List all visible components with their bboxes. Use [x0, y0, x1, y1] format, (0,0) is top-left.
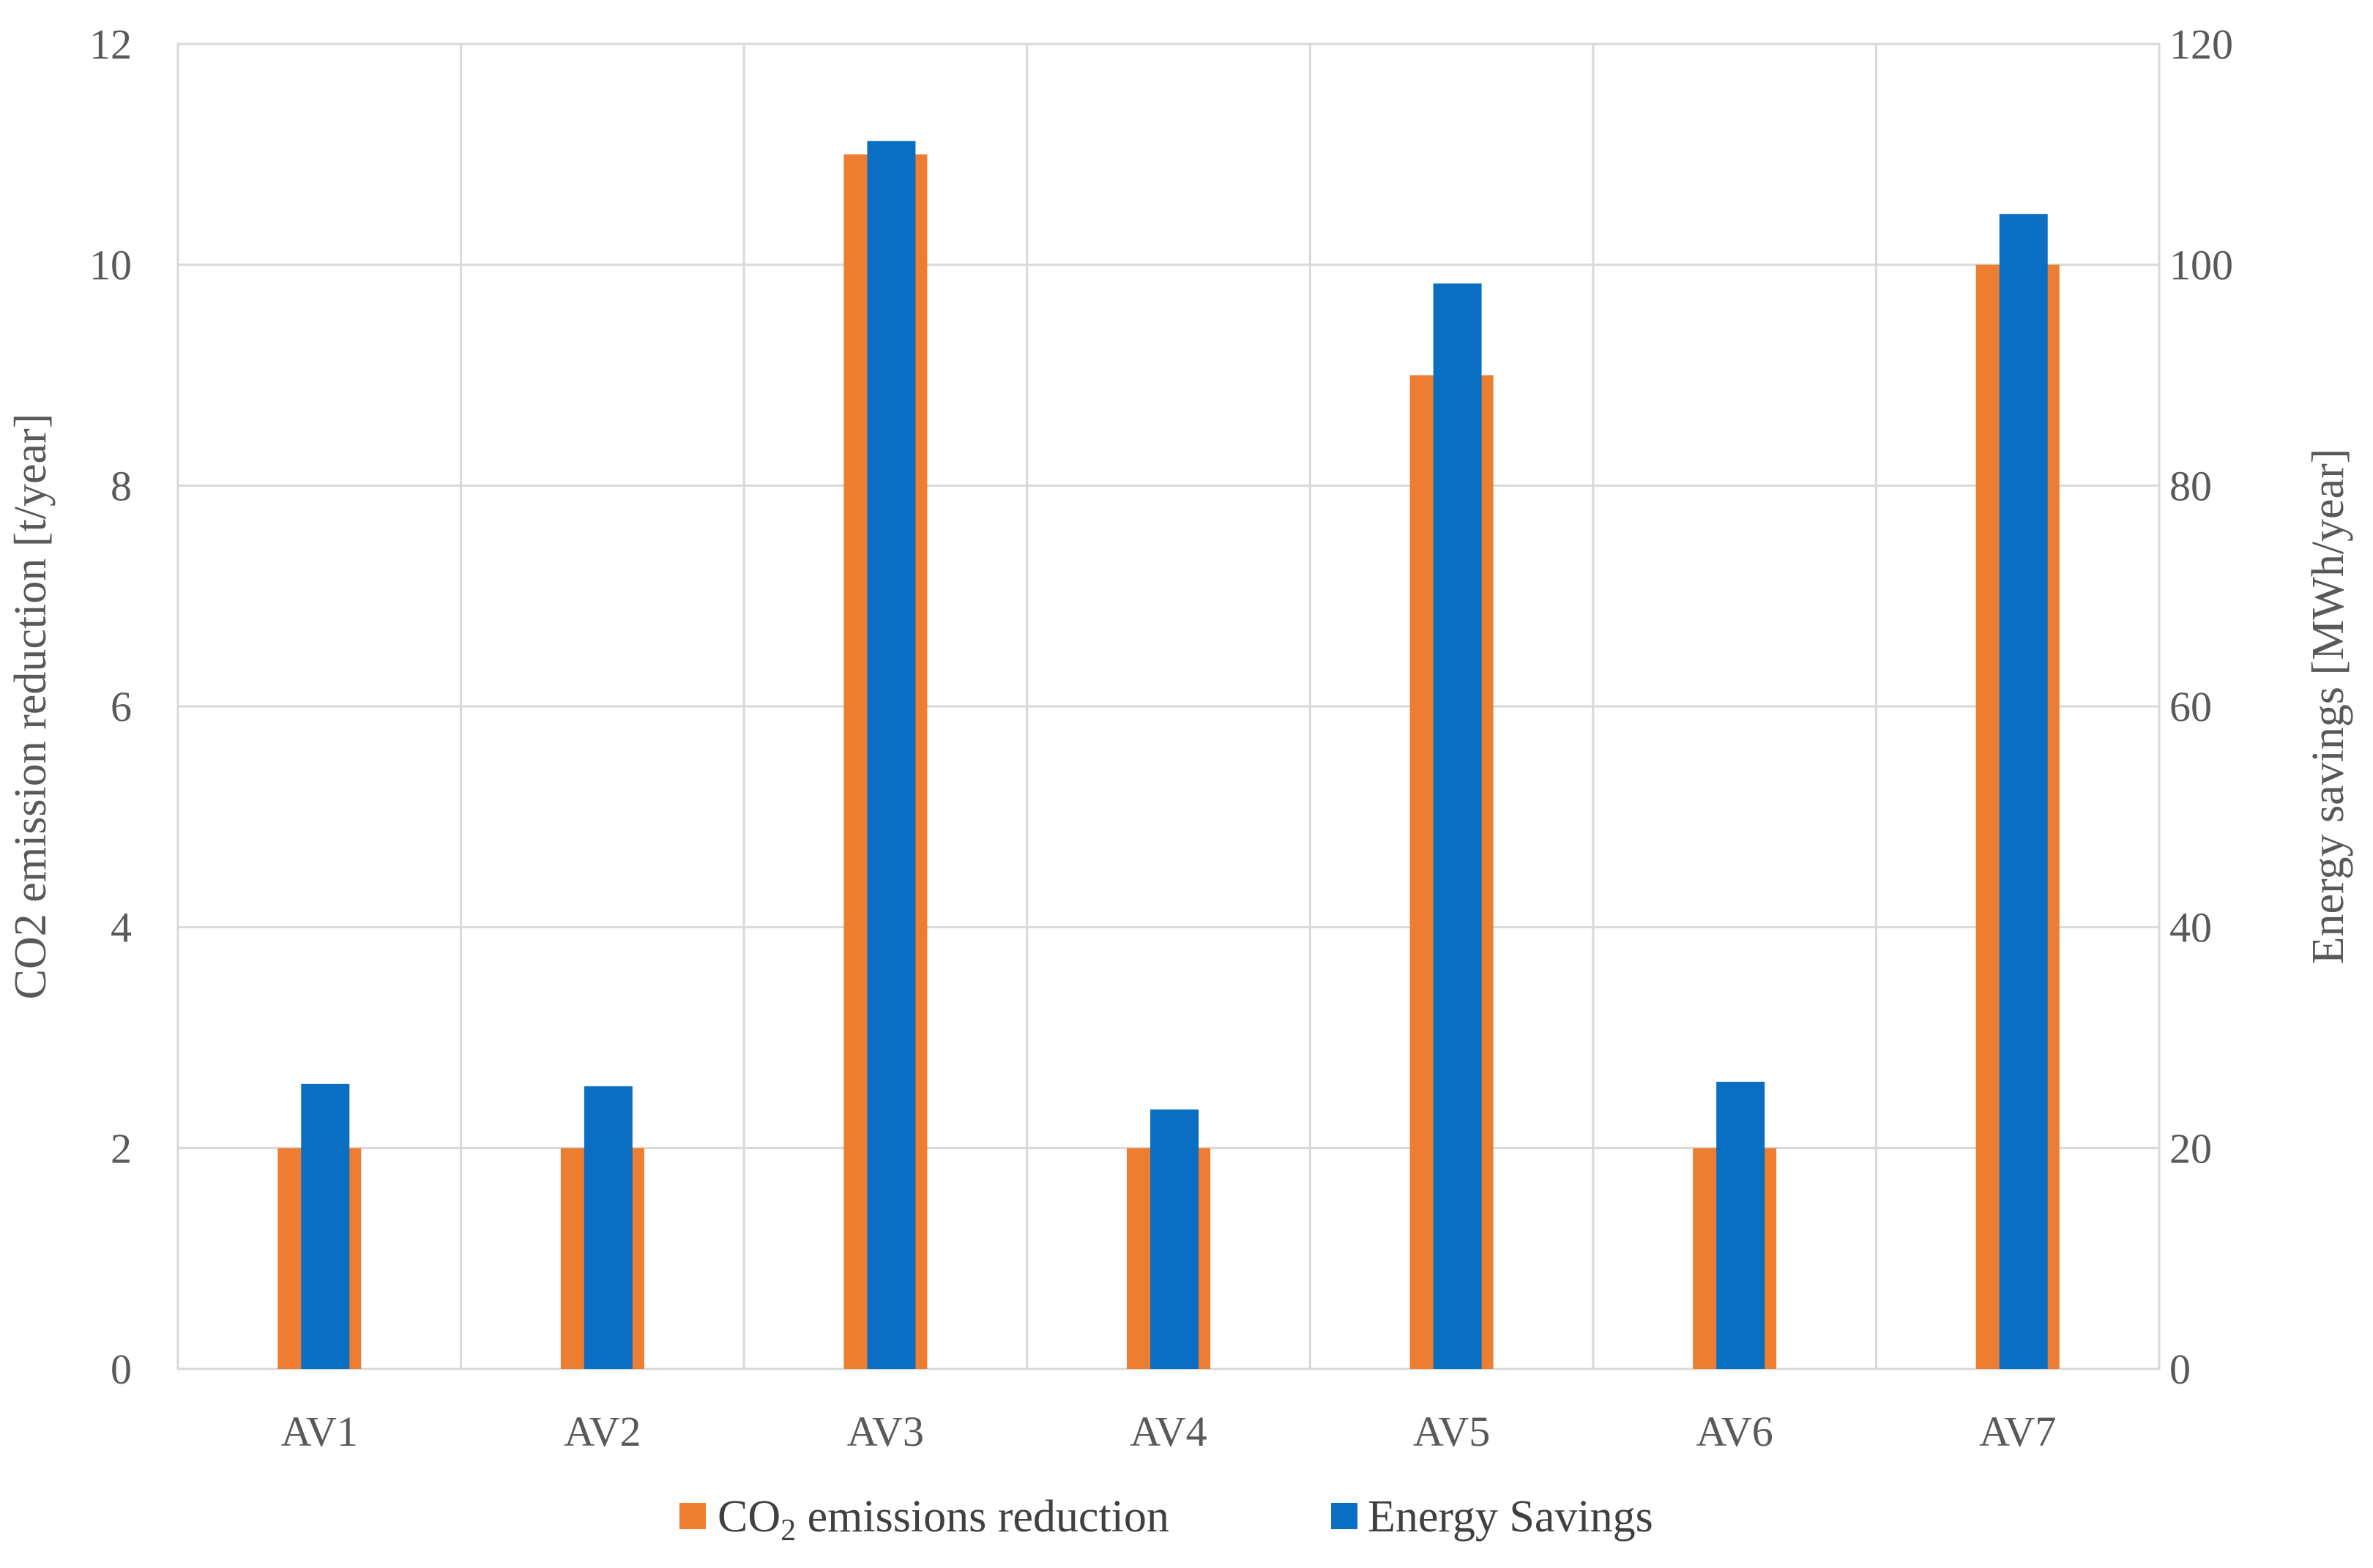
left-axis-tick-labels: 0 2 4 6 8 10 12 — [89, 20, 132, 1393]
energy-series-bars — [301, 141, 2048, 1369]
right-axis-tick-labels: 0 20 40 60 80 100 120 — [2169, 20, 2233, 1393]
right-tick-label: 120 — [2169, 20, 2233, 68]
left-tick-label: 8 — [111, 462, 132, 509]
bar-energy-av2 — [584, 1086, 633, 1369]
x-tick-label: AV2 — [564, 1408, 641, 1455]
legend-co2-subscript: 2 — [781, 1514, 796, 1548]
left-tick-label: 12 — [89, 20, 132, 68]
x-tick-label: AV5 — [1413, 1408, 1490, 1455]
legend-swatch-co2 — [679, 1503, 706, 1529]
x-tick-label: AV6 — [1696, 1408, 1773, 1455]
right-tick-label: 20 — [2169, 1124, 2212, 1172]
left-axis-title: CO2 emission reduction [t/year] — [6, 414, 56, 1000]
bar-energy-av1 — [301, 1083, 350, 1369]
left-tick-label: 6 — [111, 683, 132, 731]
bar-energy-av3 — [867, 141, 916, 1369]
left-tick-label: 2 — [111, 1124, 132, 1172]
right-tick-label: 60 — [2169, 683, 2212, 731]
right-tick-label: 0 — [2169, 1345, 2191, 1393]
x-tick-label: AV1 — [281, 1408, 358, 1455]
x-axis-tick-labels: AV1 AV2 AV3 AV4 AV5 AV6 AV7 — [281, 1408, 2057, 1455]
legend: CO2 emissions reduction Energy Savings — [679, 1492, 1653, 1548]
right-tick-label: 40 — [2169, 904, 2212, 952]
right-axis-title: Energy savings [MWh/year] — [2303, 449, 2353, 965]
left-tick-label: 10 — [89, 242, 132, 289]
gridlines — [178, 42, 2159, 1370]
legend-co2-main: CO — [718, 1492, 781, 1542]
right-tick-label: 80 — [2169, 462, 2212, 509]
right-tick-label: 100 — [2169, 242, 2233, 289]
left-tick-label: 0 — [111, 1345, 132, 1393]
left-tick-label: 4 — [111, 904, 132, 952]
legend-swatch-energy — [1331, 1503, 1357, 1529]
x-tick-label: AV3 — [847, 1408, 924, 1455]
bar-energy-av6 — [1716, 1081, 1765, 1369]
bar-energy-av5 — [1433, 283, 1482, 1369]
bar-energy-av4 — [1150, 1109, 1199, 1369]
x-tick-label: AV4 — [1130, 1408, 1207, 1455]
x-tick-label: AV7 — [1979, 1408, 2056, 1455]
bar-energy-av7 — [1999, 214, 2048, 1369]
legend-co2-rest: emissions reduction — [796, 1492, 1169, 1542]
legend-label-co2: CO2 emissions reduction — [718, 1492, 1169, 1548]
legend-label-energy: Energy Savings — [1368, 1492, 1653, 1542]
